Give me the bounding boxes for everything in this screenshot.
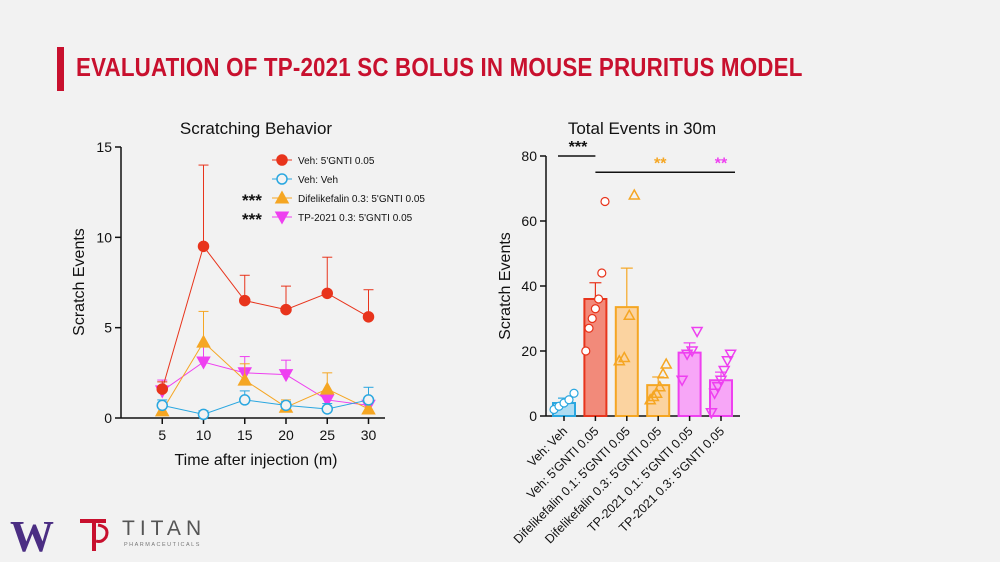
line-point (278, 369, 294, 383)
line-point (362, 394, 375, 406)
line-point (239, 294, 251, 307)
line-point (197, 408, 210, 421)
line-series-0 (161, 245, 369, 390)
bar-point (569, 388, 579, 398)
bar-point (685, 346, 699, 358)
line-chart-ylabel: Scratch Events (71, 228, 88, 336)
line-chart-xtick-label: 15 (237, 427, 253, 443)
bar-point (705, 408, 718, 420)
line-point (280, 399, 292, 412)
line-point (196, 334, 211, 348)
line-point (319, 381, 335, 395)
bar-point (675, 375, 689, 387)
line-chart-ytick-label: 10 (96, 229, 112, 245)
line-point (319, 394, 335, 408)
bar-point (590, 304, 601, 314)
line-point (321, 403, 333, 415)
bar-point (628, 188, 641, 200)
bar-point (690, 326, 704, 339)
bar-point (584, 323, 594, 333)
line-point (280, 303, 292, 316)
sig-label: ** (715, 155, 728, 172)
legend-marker (274, 211, 290, 225)
line-chart-xlabel: Time after injection (m) (175, 452, 338, 469)
bar-chart-ylabel: Scratch Events (497, 232, 514, 340)
bar-point (647, 389, 660, 402)
bar-point (593, 294, 604, 304)
bar-point (613, 354, 626, 366)
bar-point (717, 365, 731, 378)
line-point (362, 311, 375, 323)
legend-sig: *** (242, 191, 262, 210)
bar-point (708, 388, 721, 400)
slide-title: EVALUATION OF TP-2021 SC BOLUS IN MOUSE … (76, 52, 803, 82)
line-chart-ytick-label: 0 (104, 410, 112, 426)
bar-point (724, 349, 737, 361)
bar-point (564, 395, 574, 405)
line-point (321, 287, 333, 300)
bar-point (600, 196, 610, 207)
bar-point (597, 268, 607, 278)
bar-chart-ytick-label: 0 (529, 408, 537, 424)
bar-point (721, 356, 734, 368)
bar-point (714, 375, 728, 387)
line-point (361, 401, 376, 415)
line-chart-ytick-label: 15 (96, 139, 112, 155)
line-series-3 (161, 361, 369, 406)
bar-chart-ytick-label: 60 (521, 213, 537, 229)
line-chart-xtick-label: 20 (278, 427, 294, 443)
line-chart-xtick-label: 25 (319, 427, 335, 443)
line-point (239, 394, 251, 406)
line-point (197, 240, 210, 253)
bar-point (618, 350, 631, 363)
bar-point (581, 346, 591, 356)
bar-point (680, 349, 694, 361)
bar-point (650, 386, 663, 398)
bar-point (659, 357, 673, 369)
bar-chart-title: Total Events in 30m (568, 119, 716, 138)
legend-label: TP-2021 0.3: 5'GNTI 0.05 (298, 213, 413, 224)
line-point (196, 356, 211, 370)
bar-point (587, 313, 597, 324)
legend-label: Veh: 5'GNTI 0.05 (298, 156, 375, 167)
line-chart-ytick-label: 5 (104, 320, 112, 336)
legend-label: Veh: Veh (298, 175, 338, 186)
titan-logo-name: TITAN (122, 517, 207, 540)
titan-logo-sub: PHARMACEUTICALS (124, 542, 201, 548)
bar-point (653, 380, 667, 392)
line-chart-xtick-label: 5 (158, 427, 166, 443)
bar-chart-xtick-label: Difelikefalin 0.1: 5'GNTI 0.05 (511, 424, 633, 546)
titan-logo-mark (80, 519, 109, 551)
sig-label: ** (654, 155, 667, 172)
legend-sig: *** (242, 210, 262, 229)
sig-label: *** (569, 139, 588, 156)
title-accent-bar (57, 47, 64, 91)
line-point (237, 372, 253, 386)
legend-marker (274, 190, 290, 204)
bar-chart-ytick-label: 80 (521, 148, 537, 164)
bar-point (643, 393, 657, 405)
line-series-1 (162, 399, 369, 415)
legend-label: Difelikefalin 0.3: 5'GNTI 0.05 (298, 194, 425, 205)
bar-chart-ytick-label: 20 (521, 343, 537, 359)
line-chart-xtick-label: 10 (196, 427, 212, 443)
legend-marker (276, 173, 288, 185)
bar-chart-ytick-label: 40 (521, 278, 537, 294)
line-point (156, 383, 168, 395)
line-series-2 (161, 341, 369, 412)
uw-logo: W (10, 515, 54, 555)
uw-logo-letter: W (10, 515, 54, 555)
line-point (156, 399, 168, 412)
line-chart-title: Scratching Behavior (180, 119, 332, 138)
bar-point (711, 382, 725, 394)
bar-point (623, 308, 636, 320)
bar-point (656, 367, 670, 379)
legend-marker (276, 154, 288, 166)
line-chart-xtick-label: 30 (361, 427, 377, 443)
